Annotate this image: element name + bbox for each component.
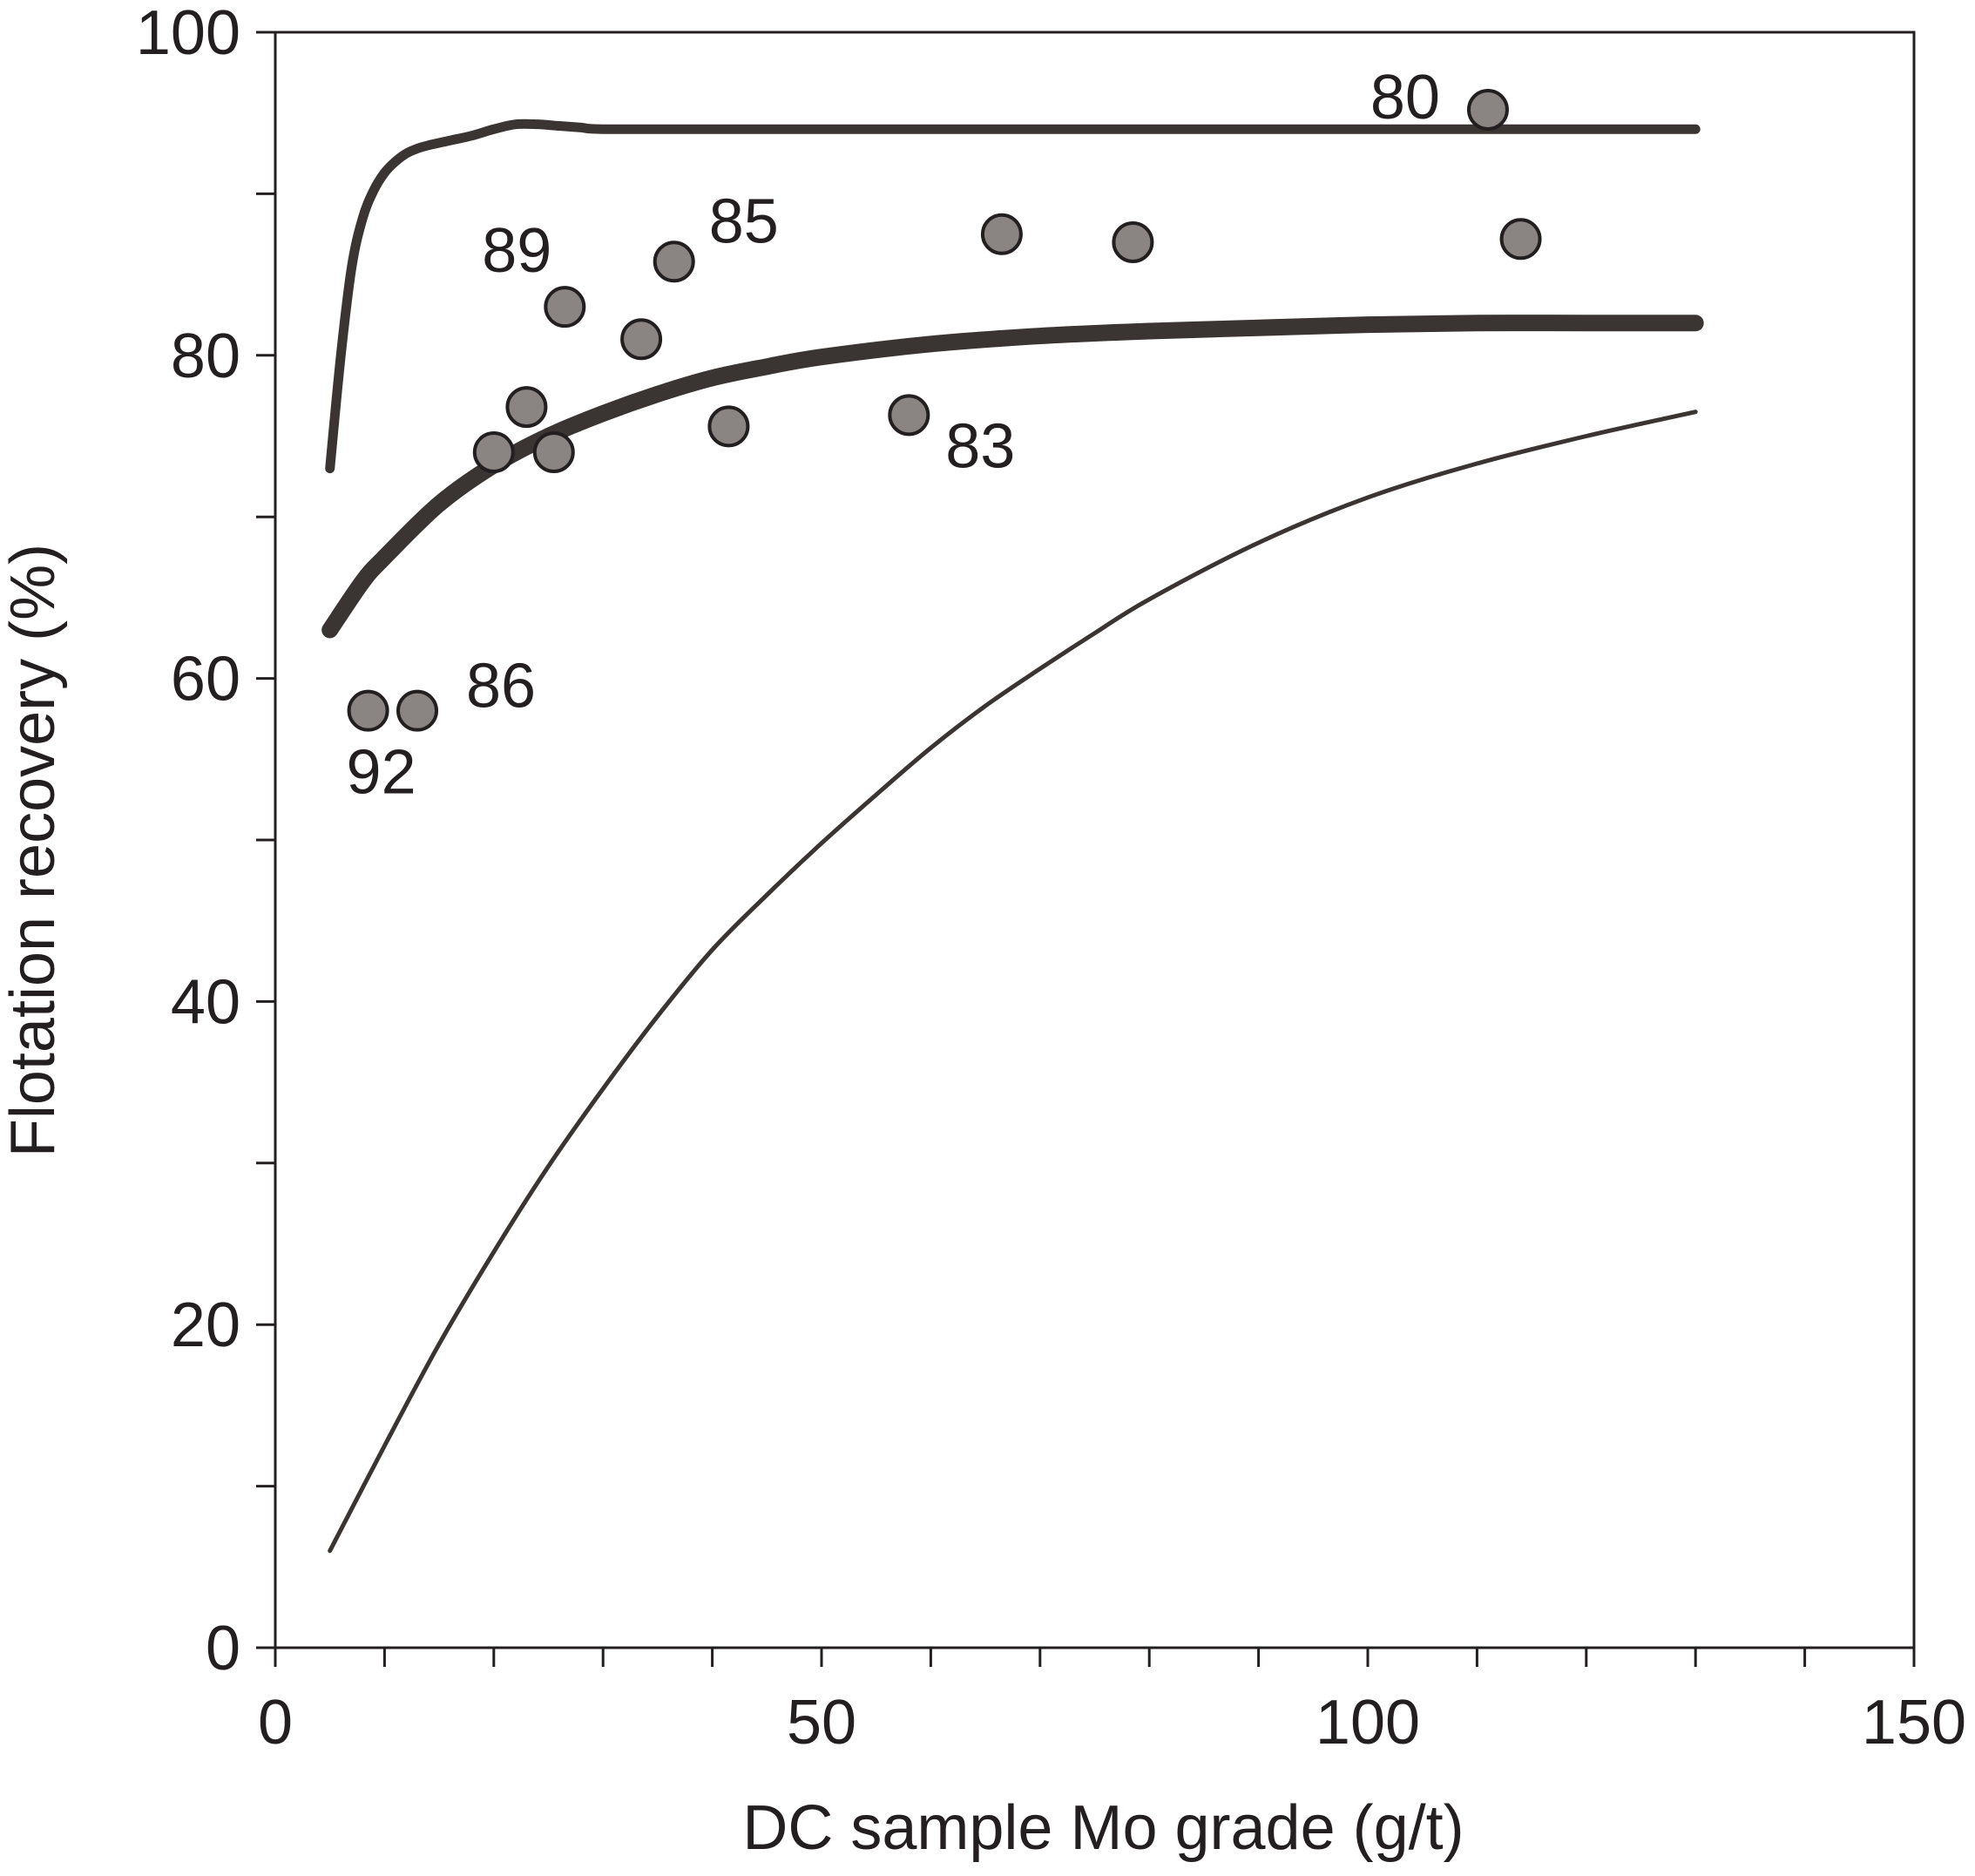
data-point	[347, 689, 389, 732]
data-point	[888, 394, 930, 437]
data-point	[980, 213, 1023, 255]
x-tick-label: 150	[1862, 1688, 1966, 1757]
data-point	[707, 405, 750, 448]
x-tick-label: 0	[258, 1688, 293, 1757]
curve-mean-curve	[321, 315, 1704, 639]
x-axis-title: DC sample Mo grade (g/t)	[742, 1793, 1464, 1863]
curves	[321, 119, 1704, 1554]
y-tick-label: 100	[136, 0, 240, 68]
y-tick-label: 20	[171, 1290, 240, 1360]
point-label: 80	[1370, 63, 1440, 132]
y-tick-label: 80	[171, 322, 240, 391]
data-point	[653, 240, 695, 283]
y-tick-label: 40	[171, 967, 240, 1037]
data-point	[532, 431, 575, 474]
data-point	[1112, 221, 1154, 264]
point-labels: 92 86 89 85 83 80	[347, 63, 1440, 808]
y-tick-labels: 0 20 40 60 80 100	[136, 0, 240, 1683]
x-tick-label: 100	[1316, 1688, 1420, 1757]
y-tick-label: 60	[171, 645, 240, 715]
minor-ticks	[256, 30, 1916, 1667]
curve-lower-envelope	[328, 410, 1698, 1554]
x-tick-labels: 0 50 100 150	[258, 1688, 1966, 1757]
data-point	[472, 431, 515, 474]
data-point	[1466, 88, 1509, 131]
data-point	[396, 689, 439, 732]
point-label: 83	[945, 411, 1015, 481]
point-label: 92	[347, 738, 416, 808]
data-points	[347, 88, 1542, 732]
data-point	[620, 318, 663, 361]
curve-upper-envelope	[325, 119, 1701, 474]
data-point	[544, 286, 586, 328]
data-point	[1499, 218, 1542, 261]
y-tick-label: 0	[206, 1614, 240, 1683]
point-label: 85	[709, 186, 779, 256]
data-point	[505, 386, 548, 429]
point-label: 86	[466, 652, 536, 721]
point-label: 89	[482, 216, 551, 286]
y-axis-title: Flotation recovery (%)	[0, 544, 68, 1157]
x-tick-label: 50	[787, 1688, 856, 1757]
